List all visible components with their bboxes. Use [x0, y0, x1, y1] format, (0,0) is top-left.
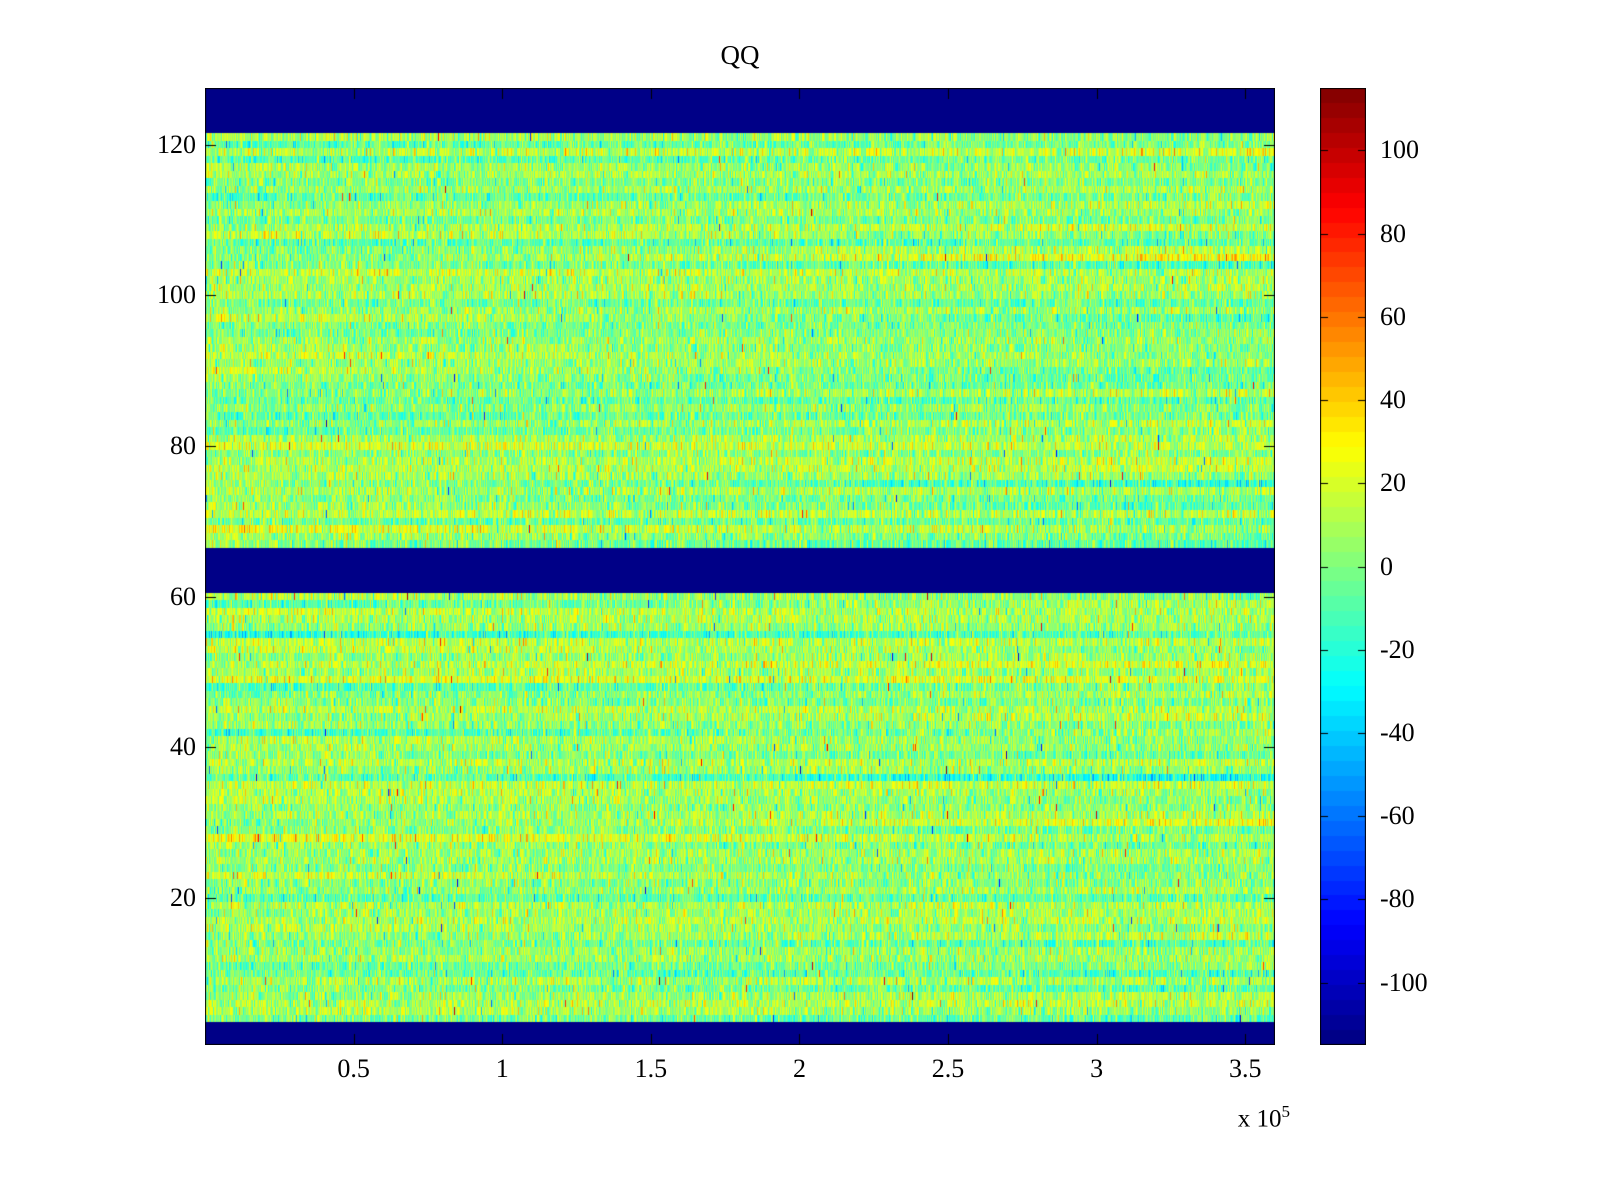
colorbar-tick-label: 100: [1380, 135, 1419, 165]
colorbar-tick-label: 0: [1380, 551, 1393, 581]
exponent-prefix: x 10: [1237, 1105, 1282, 1133]
colorbar-tick-label: -100: [1380, 967, 1428, 997]
x-tick-label: 1: [495, 1054, 509, 1083]
colorbar-tick-label: 80: [1380, 218, 1406, 248]
chart-title: QQ: [720, 40, 760, 70]
colorbar-tick-label: 60: [1380, 301, 1406, 331]
x-tick-label: 2: [792, 1054, 806, 1083]
x-tick-label: 2.5: [931, 1054, 965, 1083]
colorbar-tick-label: -20: [1380, 634, 1415, 664]
heatmap-canvas: [205, 88, 1275, 1045]
x-tick-label: 1.5: [634, 1054, 668, 1083]
colorbar-tick-label: 20: [1380, 468, 1406, 498]
colorbar-tick-label: -40: [1380, 717, 1415, 747]
y-tick-label: 120: [157, 129, 196, 159]
y-tick-label: 60: [170, 581, 196, 611]
x-axis-exponent-label: x 105: [1150, 1102, 1290, 1133]
y-tick-label: 80: [170, 430, 196, 460]
y-tick-label: 40: [170, 732, 196, 762]
y-tick-label: 20: [170, 883, 196, 913]
colorbar-tick-label: 40: [1380, 385, 1406, 415]
y-tick-label: 100: [157, 280, 196, 310]
colorbar-tick-label: -60: [1380, 801, 1415, 831]
colorbar-canvas: [1320, 88, 1366, 1045]
x-tick-label: 3.5: [1229, 1054, 1262, 1083]
exponent-value: 5: [1281, 1102, 1291, 1121]
x-tick-label: 3: [1090, 1054, 1104, 1083]
x-tick-label: 0.5: [337, 1054, 370, 1083]
colorbar-tick-label: -80: [1380, 884, 1415, 914]
